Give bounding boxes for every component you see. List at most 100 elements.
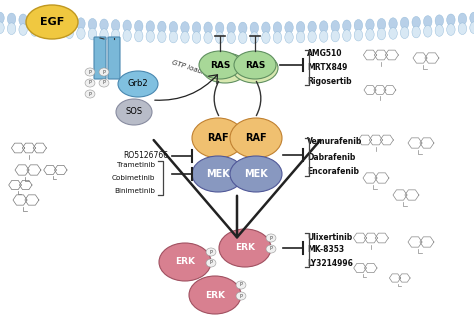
Ellipse shape [401,17,409,29]
Text: MEK: MEK [206,169,230,179]
Ellipse shape [230,118,282,158]
Text: RAS: RAS [245,61,265,69]
Ellipse shape [236,281,246,289]
Ellipse shape [30,15,39,26]
Ellipse shape [123,20,131,32]
Ellipse shape [118,71,158,97]
Ellipse shape [250,32,258,44]
Ellipse shape [354,29,363,41]
Ellipse shape [206,248,216,256]
Text: GTP loading: GTP loading [171,59,213,78]
Ellipse shape [192,22,201,34]
Ellipse shape [158,21,166,33]
Ellipse shape [366,29,374,40]
Ellipse shape [296,31,305,43]
Text: ERK: ERK [235,244,255,253]
Text: P: P [270,235,273,241]
Text: P: P [239,283,242,288]
Ellipse shape [366,19,374,31]
Text: P: P [89,69,91,75]
Text: LY3214996: LY3214996 [307,259,353,268]
Ellipse shape [19,24,27,36]
Text: Binimetinib: Binimetinib [114,188,155,194]
Ellipse shape [77,18,85,30]
Ellipse shape [389,18,397,30]
Text: AMG510: AMG510 [307,50,343,58]
Ellipse shape [343,30,351,41]
Text: P: P [89,92,91,96]
FancyBboxPatch shape [94,37,106,79]
Ellipse shape [424,25,432,37]
Ellipse shape [343,20,351,32]
Ellipse shape [238,22,247,34]
Ellipse shape [202,53,248,83]
Ellipse shape [192,156,244,192]
Text: ERK: ERK [175,258,195,266]
Text: EGF: EGF [40,17,64,27]
Text: ERK: ERK [205,290,225,300]
Ellipse shape [100,29,108,40]
Ellipse shape [435,24,444,36]
Ellipse shape [42,25,50,37]
Ellipse shape [234,51,276,79]
Text: Ulixertinib: Ulixertinib [307,232,352,242]
Text: Grb2: Grb2 [128,80,148,88]
Text: P: P [102,69,105,75]
Ellipse shape [377,19,386,30]
Ellipse shape [7,23,16,35]
Ellipse shape [146,21,155,33]
Ellipse shape [319,21,328,33]
Ellipse shape [169,31,178,43]
Text: Dabrafenib: Dabrafenib [307,153,356,161]
Ellipse shape [401,27,409,38]
Ellipse shape [26,5,78,39]
Text: P: P [270,246,273,251]
Ellipse shape [169,22,178,33]
Ellipse shape [285,22,293,33]
Ellipse shape [216,22,224,34]
Ellipse shape [296,22,305,33]
Ellipse shape [458,13,467,25]
Ellipse shape [219,229,271,267]
Ellipse shape [111,20,120,31]
Ellipse shape [100,19,108,31]
Ellipse shape [262,22,270,34]
Ellipse shape [199,51,241,79]
Ellipse shape [227,22,236,34]
Ellipse shape [85,90,95,98]
Ellipse shape [54,16,62,28]
Ellipse shape [111,29,120,41]
Ellipse shape [470,22,474,34]
Ellipse shape [216,32,224,44]
Text: Vemurafenib: Vemurafenib [307,138,363,146]
Text: MEK: MEK [244,169,268,179]
Ellipse shape [262,32,270,43]
Ellipse shape [0,22,4,34]
Text: RO5126766: RO5126766 [123,152,168,160]
Text: MK-8353: MK-8353 [307,245,344,255]
Ellipse shape [250,22,258,34]
Ellipse shape [158,31,166,43]
Ellipse shape [470,12,474,24]
Ellipse shape [319,31,328,42]
Ellipse shape [135,30,143,42]
Ellipse shape [192,118,244,158]
Text: P: P [210,260,212,265]
Ellipse shape [65,17,73,29]
Ellipse shape [354,20,363,31]
Ellipse shape [65,27,73,38]
Ellipse shape [447,14,455,26]
Ellipse shape [7,13,16,25]
Text: Encorafenib: Encorafenib [307,168,359,176]
Ellipse shape [19,14,27,26]
Text: MRTX849: MRTX849 [307,63,347,71]
Ellipse shape [308,21,316,33]
Ellipse shape [412,16,420,28]
Ellipse shape [238,32,247,44]
Ellipse shape [189,276,241,314]
Ellipse shape [285,31,293,43]
Ellipse shape [85,68,95,76]
Ellipse shape [266,245,276,253]
Text: Trametinib: Trametinib [117,162,155,168]
Ellipse shape [273,32,282,43]
